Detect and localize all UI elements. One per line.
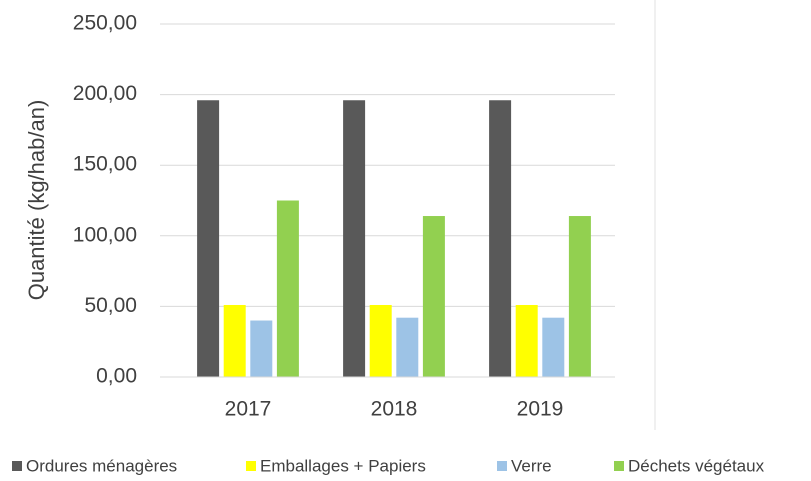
bar <box>343 100 366 378</box>
x-tick-label: 2019 <box>517 398 564 421</box>
y-axis-title: Quantité (kg/hab/an) <box>24 100 49 301</box>
legend-label: Ordures ménagères <box>26 456 177 475</box>
y-tick-label: 150,00 <box>73 153 137 176</box>
bar <box>422 216 445 377</box>
bar <box>369 304 392 377</box>
bar <box>542 317 565 377</box>
legend-label: Emballages + Papiers <box>260 456 426 475</box>
y-tick-label: 50,00 <box>84 294 137 317</box>
legend-swatch <box>497 461 507 471</box>
legend-label: Déchets végétaux <box>628 456 765 475</box>
bar <box>276 200 299 377</box>
y-tick-label: 0,00 <box>96 365 137 388</box>
bar <box>515 304 538 377</box>
y-tick-label: 200,00 <box>73 82 137 105</box>
bar <box>489 100 512 378</box>
legend-label: Verre <box>511 456 552 475</box>
legend-swatch <box>246 461 256 471</box>
bar <box>250 320 273 377</box>
bar <box>223 304 246 377</box>
y-tick-label: 100,00 <box>73 223 137 246</box>
x-tick-label: 2017 <box>225 398 272 421</box>
bar <box>396 317 419 377</box>
y-tick-label: 250,00 <box>73 12 137 35</box>
legend-swatch <box>614 461 624 471</box>
x-tick-label: 2018 <box>371 398 418 421</box>
bar <box>568 216 591 377</box>
bar <box>197 100 220 378</box>
legend-swatch <box>12 461 22 471</box>
